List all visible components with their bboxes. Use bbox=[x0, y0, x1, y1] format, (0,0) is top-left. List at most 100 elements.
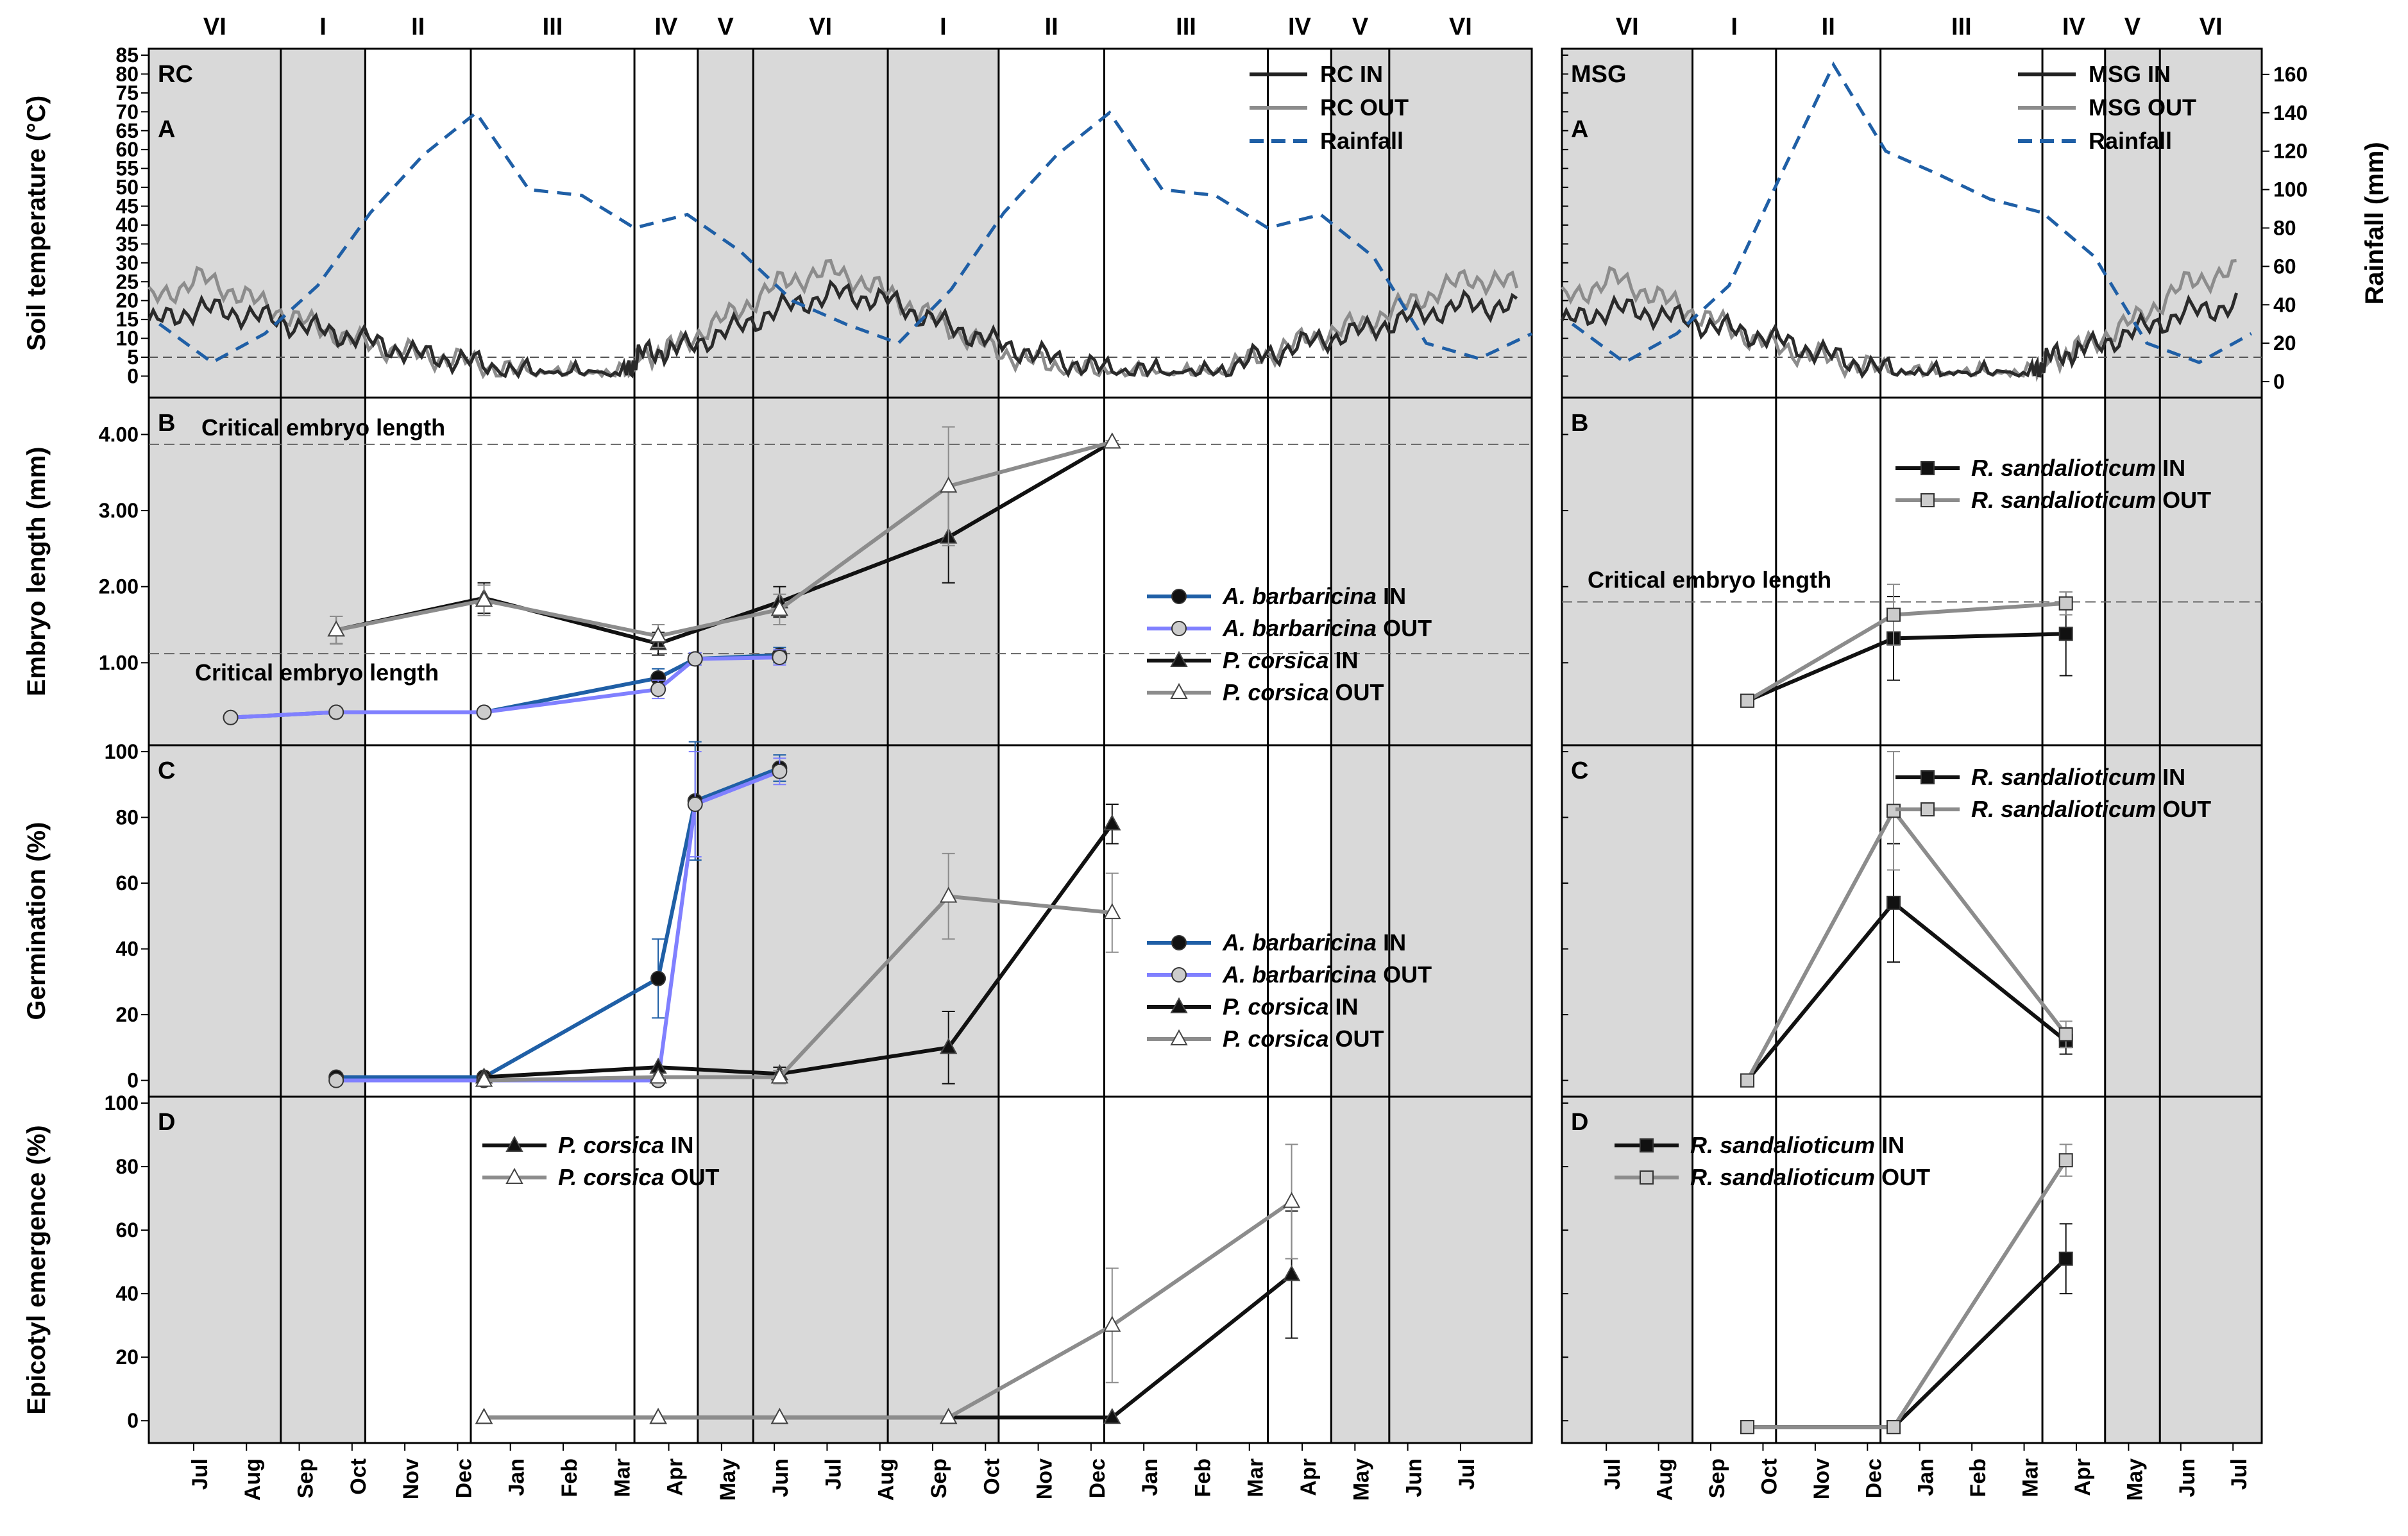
month-label: Nov bbox=[1033, 1458, 1057, 1499]
legend-treatment: OUT bbox=[1377, 615, 1432, 641]
y-tick-label: 65 bbox=[115, 119, 139, 142]
legend-treatment: IN bbox=[1328, 647, 1358, 673]
y2-axis-title: Rainfall (mm) bbox=[2361, 142, 2389, 304]
month-label: Mar bbox=[2019, 1458, 2043, 1497]
panel-c: 0 20 40 60 80 100 C Germination (%) A. barbarici… bbox=[22, 740, 1533, 1098]
data-point bbox=[327, 620, 345, 637]
month-label: Sep bbox=[927, 1458, 951, 1498]
series-r-sandalioticum-in bbox=[1740, 843, 2073, 1088]
month-label: May bbox=[1349, 1458, 1373, 1501]
data-point bbox=[1103, 1315, 1121, 1332]
data-point bbox=[475, 590, 493, 607]
legend-species: P. corsica bbox=[1223, 993, 1328, 1020]
legend-treatment: IN bbox=[2156, 764, 2185, 790]
y-tick-label: 0 bbox=[127, 1069, 139, 1092]
month-label: Feb bbox=[557, 1458, 582, 1497]
month-label: Dec bbox=[452, 1458, 476, 1498]
legend-species: A. barbaricina bbox=[1222, 615, 1377, 641]
y-tick-label: 40 bbox=[115, 938, 139, 961]
y2-tick-label: 20 bbox=[2273, 332, 2296, 355]
legend-label: R. sandalioticum IN bbox=[1971, 455, 2185, 481]
legend-label: A. barbaricina OUT bbox=[1222, 961, 1432, 988]
season-label: III bbox=[543, 13, 563, 40]
series-line bbox=[1746, 632, 2066, 703]
panel-a: A MSG 0 20 40 60 80 100 120 140 160 Rainfall (mm) MS… bbox=[1560, 47, 2389, 399]
month-label: Sep bbox=[294, 1458, 318, 1498]
panel-d: DR. sandalioticum INR. sandalioticum OUT bbox=[1561, 1095, 2263, 1444]
month-label: Oct bbox=[979, 1458, 1004, 1495]
y-tick-label: 100 bbox=[105, 740, 139, 763]
month-label: Feb bbox=[1966, 1458, 1990, 1497]
month-label: Jun bbox=[1402, 1458, 1427, 1497]
month-label: Jul bbox=[821, 1458, 845, 1490]
data-point bbox=[2058, 1251, 2073, 1266]
legend-species: R. sandalioticum bbox=[1971, 487, 2156, 513]
y-tick-label: 1.00 bbox=[99, 651, 139, 674]
panel-d: 0 20 40 60 80 100 D Epicotyl emergence (%) P. co… bbox=[22, 1092, 1533, 1444]
legend-label: MSG OUT bbox=[2089, 94, 2196, 121]
season-label: III bbox=[1951, 13, 1972, 40]
data-point bbox=[1740, 693, 1755, 708]
legend-marker bbox=[1171, 935, 1187, 950]
legend-treatment: IN bbox=[664, 1132, 693, 1158]
y-tick-label: 75 bbox=[115, 81, 139, 105]
legend-species: R. sandalioticum bbox=[1690, 1164, 1875, 1190]
data-point bbox=[649, 1067, 667, 1084]
legend-marker bbox=[1920, 493, 1935, 507]
month-label: Oct bbox=[346, 1458, 371, 1495]
data-point bbox=[770, 1067, 789, 1084]
legend-label: A. barbaricina IN bbox=[1222, 929, 1406, 956]
legend-marker bbox=[1920, 770, 1935, 784]
legend-species: P. corsica bbox=[1223, 647, 1328, 673]
panel-letter: D bbox=[158, 1109, 175, 1136]
data-point bbox=[649, 1408, 667, 1424]
legend-species: P. corsica bbox=[1223, 679, 1328, 705]
series-line bbox=[1746, 601, 2066, 703]
month-label: Feb bbox=[1191, 1458, 1215, 1497]
legend-species: A. barbaricina bbox=[1222, 961, 1377, 988]
y-tick-label: 20 bbox=[115, 289, 139, 312]
y-tick-label: 50 bbox=[115, 176, 139, 199]
legend-marker bbox=[1171, 967, 1187, 983]
season-label: V bbox=[717, 13, 734, 40]
y-tick-label: 35 bbox=[115, 232, 139, 255]
data-point bbox=[649, 626, 667, 643]
season-label: II bbox=[411, 13, 425, 40]
month-label: Apr bbox=[1296, 1458, 1321, 1496]
legend-marker bbox=[1920, 802, 1935, 816]
data-point bbox=[770, 1408, 789, 1424]
panel-letter: C bbox=[1571, 757, 1588, 784]
month-label: Mar bbox=[610, 1458, 634, 1497]
season-label: VI bbox=[809, 13, 832, 40]
y2-tick-label: 140 bbox=[2273, 101, 2307, 124]
data-point bbox=[650, 681, 666, 697]
panel-b: 1.00 2.00 3.00 4.00 B Embryo length (mm) Criti… bbox=[22, 396, 1533, 747]
legend-label: Rainfall bbox=[2089, 128, 2172, 154]
y2-tick-label: 40 bbox=[2273, 293, 2296, 316]
month-label: Nov bbox=[399, 1458, 423, 1499]
data-point bbox=[940, 1038, 958, 1054]
critical-label: Critical embryo length bbox=[195, 659, 439, 686]
legend-treatment: OUT bbox=[2156, 796, 2211, 822]
legend-treatment: IN bbox=[2156, 455, 2185, 481]
legend-label: MSG IN bbox=[2089, 61, 2171, 87]
data-point bbox=[1282, 1265, 1301, 1281]
critical-label: Critical embryo length bbox=[1588, 566, 1831, 593]
temperature-in-line bbox=[147, 279, 1518, 380]
data-point bbox=[1887, 607, 1901, 622]
y-tick-label: 0 bbox=[127, 1409, 139, 1432]
series-p-corsica-out bbox=[327, 426, 1121, 648]
y-tick-label: 100 bbox=[105, 1092, 139, 1115]
y-tick-label: 80 bbox=[115, 1155, 139, 1178]
season-label: IV bbox=[1288, 13, 1312, 40]
month-label: Jan bbox=[505, 1458, 529, 1496]
season-label: VI bbox=[203, 13, 226, 40]
data-point bbox=[1282, 1192, 1301, 1208]
legend-label: P. corsica OUT bbox=[558, 1164, 719, 1190]
series-r-sandalioticum-out bbox=[1740, 584, 2073, 708]
series-line bbox=[484, 1200, 1293, 1420]
legend-treatment: OUT bbox=[1328, 679, 1384, 705]
